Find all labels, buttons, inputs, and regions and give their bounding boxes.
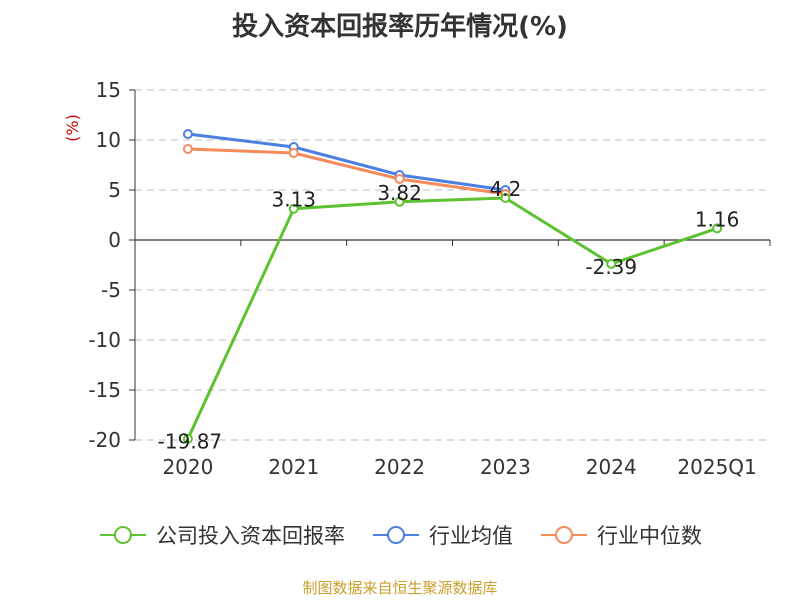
data-point [712, 223, 723, 234]
y-tick-label: 15 [96, 78, 121, 102]
y-tick-label: -20 [88, 428, 121, 452]
source-footer: 制图数据来自恒生聚源数据库 [302, 579, 498, 597]
legend-company-marker-icon [100, 526, 146, 544]
legend: 公司投入资本回报率 行业均值 行业中位数 [0, 520, 800, 550]
data-point [394, 174, 405, 184]
y-axis-title: (%) [63, 114, 82, 142]
data-point [182, 144, 193, 154]
series-line [187, 132, 506, 192]
x-tick-label: 2023 [480, 455, 531, 479]
data-point [394, 196, 405, 207]
y-tick-label: -10 [88, 328, 121, 352]
x-tick-label: 2024 [586, 455, 637, 479]
chart-title: 投入资本回报率历年情况(%) [232, 12, 568, 42]
data-label: -2.39 [585, 255, 637, 279]
y-tick-label: 10 [96, 128, 121, 152]
data-label: 4.2 [490, 177, 522, 201]
x-tick-label: 2025Q1 [677, 455, 756, 479]
x-tick-label: 2022 [374, 455, 425, 479]
data-point [288, 148, 299, 158]
line-chart: 15 10 5 0 -5 -10 -15 -20 (%) 2020 2021 2022 2023 2024… [63, 78, 771, 479]
data-point [500, 193, 511, 203]
y-tick-label: -15 [88, 378, 121, 402]
y-tick-label: 5 [108, 178, 121, 202]
y-tick-label: 0 [108, 228, 121, 252]
series-line [187, 147, 506, 196]
x-tick-label: 2021 [268, 455, 319, 479]
data-point [182, 129, 193, 139]
data-label: 3.13 [271, 188, 316, 212]
data-label: -19.87 [158, 430, 222, 454]
data-label: 1.16 [695, 207, 740, 231]
y-tick-label: -5 [101, 278, 121, 302]
legend-item-industry-mean[interactable]: 行业均值 [371, 520, 513, 550]
data-point [182, 433, 193, 444]
data-label: 3.82 [377, 181, 422, 205]
legend-label-industry-median: 行业中位数 [597, 524, 702, 548]
series-line [186, 196, 718, 440]
legend-item-company[interactable]: 公司投入资本回报率 [98, 520, 345, 550]
data-point [606, 258, 617, 269]
legend-mean-marker-icon [373, 526, 419, 544]
legend-median-marker-icon [541, 526, 587, 544]
legend-label-industry-mean: 行业均值 [429, 524, 513, 548]
legend-item-industry-median[interactable]: 行业中位数 [539, 520, 702, 550]
legend-label-company: 公司投入资本回报率 [156, 524, 345, 548]
data-point [288, 203, 299, 214]
x-tick-label: 2020 [162, 455, 213, 479]
